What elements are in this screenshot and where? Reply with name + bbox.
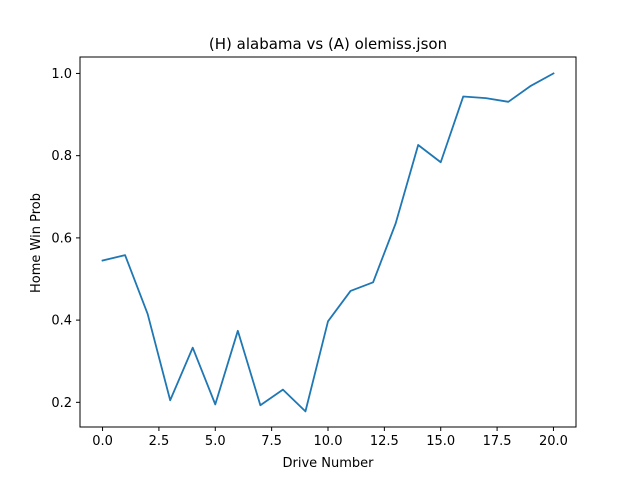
x-tick-label: 5.0 — [205, 434, 226, 449]
x-tick-label: 20.0 — [539, 434, 568, 449]
y-tick-label: 1.0 — [51, 67, 72, 82]
y-tick-label: 0.8 — [51, 149, 72, 164]
x-tick-label: 0.0 — [92, 434, 113, 449]
y-tick-label: 0.6 — [51, 231, 72, 246]
y-axis-label: Home Win Prob — [29, 193, 44, 293]
x-tick-label: 15.0 — [426, 434, 455, 449]
x-tick-label: 17.5 — [483, 434, 512, 449]
y-tick-label: 0.4 — [51, 314, 72, 329]
x-tick-label: 12.5 — [370, 434, 399, 449]
y-tick-label: 0.2 — [51, 396, 72, 411]
x-tick-label: 2.5 — [149, 434, 170, 449]
plot-area: 0.0 2.5 5.0 7.5 10.0 12.5 15.0 17.5 20.0 0.2 0.4 0.… — [51, 56, 577, 449]
x-tick-label: 7.5 — [261, 434, 282, 449]
data-line — [101, 72, 555, 413]
chart-title: (H) alabama vs (A) olemiss.json — [209, 35, 447, 53]
x-tick-label: 10.0 — [314, 434, 343, 449]
x-axis-label: Drive Number — [282, 456, 374, 471]
